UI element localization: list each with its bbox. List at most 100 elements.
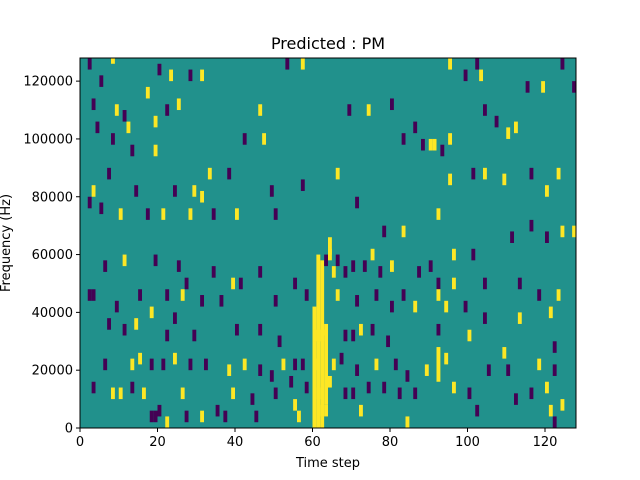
heatmap-cell: [231, 387, 236, 400]
heatmap-cell: [370, 323, 375, 336]
heatmap-cell: [180, 289, 185, 301]
heatmap-cell: [242, 133, 247, 145]
heatmap-cell: [436, 277, 441, 290]
heatmap-cell: [525, 81, 530, 93]
heatmap-cell: [347, 104, 352, 116]
heatmap-cell: [386, 335, 391, 348]
heatmap-cell: [215, 404, 220, 417]
heatmap-cell: [560, 399, 565, 411]
heatmap-cell: [335, 167, 340, 180]
heatmap-cell: [122, 110, 127, 122]
heatmap-cell: [424, 364, 429, 376]
y-tick-label: 60000: [32, 248, 73, 263]
heatmap-cell: [173, 312, 177, 324]
heatmap-cell: [312, 358, 317, 371]
heatmap-cell: [176, 260, 181, 272]
heatmap-cell: [374, 289, 379, 301]
heatmap-cell: [343, 387, 348, 400]
heatmap-cell: [328, 375, 332, 388]
heatmap-cell: [200, 190, 205, 203]
heatmap-cell: [545, 231, 549, 243]
heatmap-cell: [529, 387, 534, 400]
heatmap-cell: [153, 144, 158, 157]
x-tick-label: 40: [227, 435, 244, 450]
heatmap-cell: [126, 121, 131, 134]
heatmap-cell: [339, 352, 344, 365]
heatmap-cell: [130, 381, 135, 394]
heatmap-cell: [362, 260, 367, 272]
heatmap-cell: [258, 266, 263, 278]
x-axis-ticks: 0 20 40 60 80 100 120: [76, 428, 557, 450]
heatmap-cell: [397, 387, 402, 400]
heatmap-column: [320, 260, 325, 428]
heatmap-cell: [506, 364, 511, 376]
heatmap-cell: [390, 98, 394, 111]
heatmap-cell: [370, 248, 375, 261]
heatmap-cell: [413, 387, 418, 400]
heatmap-cell: [165, 104, 170, 116]
heatmap-cell: [293, 358, 298, 371]
heatmap-cell: [273, 295, 278, 307]
heatmap-cell: [471, 167, 476, 180]
heatmap-cell: [258, 364, 263, 376]
heatmap-cell: [161, 358, 166, 371]
heatmap-cell: [165, 289, 170, 301]
heatmap-cell: [138, 352, 143, 365]
heatmap-cell: [436, 323, 441, 336]
heatmap-cell: [211, 266, 216, 278]
y-axis-ticks: 0 20000 40000 60000 80000 100000 120000: [23, 75, 80, 437]
heatmap-cell: [529, 167, 534, 180]
heatmap-cell: [254, 410, 259, 423]
heatmap-cell: [502, 347, 507, 359]
heatmap-cell: [145, 208, 150, 220]
heatmap-cell: [231, 277, 236, 290]
heatmap-cell: [436, 208, 441, 220]
heatmap-cell: [235, 208, 239, 220]
heatmap-cell: [324, 254, 329, 267]
heatmap-cell: [184, 410, 189, 423]
y-tick-label: 120000: [23, 75, 73, 90]
heatmap-cell: [413, 300, 418, 313]
heatmap-cell: [300, 179, 305, 191]
heatmap-cell: [289, 375, 294, 388]
heatmap-cell: [200, 295, 205, 307]
heatmap-cell: [421, 138, 425, 151]
heatmap-cell: [138, 289, 143, 301]
heatmap-cell: [324, 323, 329, 336]
heatmap-cell: [238, 277, 243, 290]
heatmap-column: [324, 329, 329, 405]
heatmap-cell: [111, 133, 115, 145]
heatmap-cell: [227, 364, 232, 376]
heatmap-cell: [320, 329, 325, 342]
heatmap-cell: [517, 277, 522, 290]
x-tick-label: 80: [382, 435, 399, 450]
heatmap-cell: [463, 69, 468, 82]
heatmap-cell: [153, 115, 158, 128]
heatmap-cell: [300, 358, 305, 371]
heatmap-cell: [258, 104, 263, 116]
heatmap-cell: [111, 387, 115, 400]
heatmap-cell: [91, 381, 96, 394]
heatmap-cell: [277, 335, 282, 348]
heatmap-cell: [192, 185, 197, 197]
heatmap-cell: [134, 185, 139, 197]
heatmap-cell: [359, 323, 363, 336]
heatmap-cell: [87, 58, 92, 70]
heatmap-cell: [130, 358, 135, 371]
heatmap-cell: [118, 387, 123, 400]
heatmap-cell: [378, 266, 383, 278]
heatmap-cell: [250, 393, 255, 405]
heatmap-cell: [343, 266, 348, 278]
x-tick-label: 0: [76, 435, 84, 450]
heatmap-cell: [529, 219, 534, 232]
heatmap-cell: [114, 300, 119, 313]
heatmap-cell: [514, 121, 518, 134]
chart-title: Predicted : PM: [271, 34, 385, 53]
heatmap-cell: [475, 58, 480, 70]
heatmap-cell: [157, 63, 162, 76]
heatmap-cell: [382, 225, 387, 238]
heatmap-cell: [351, 329, 356, 342]
heatmap-cell: [165, 416, 170, 428]
heatmap-cell: [269, 370, 274, 382]
